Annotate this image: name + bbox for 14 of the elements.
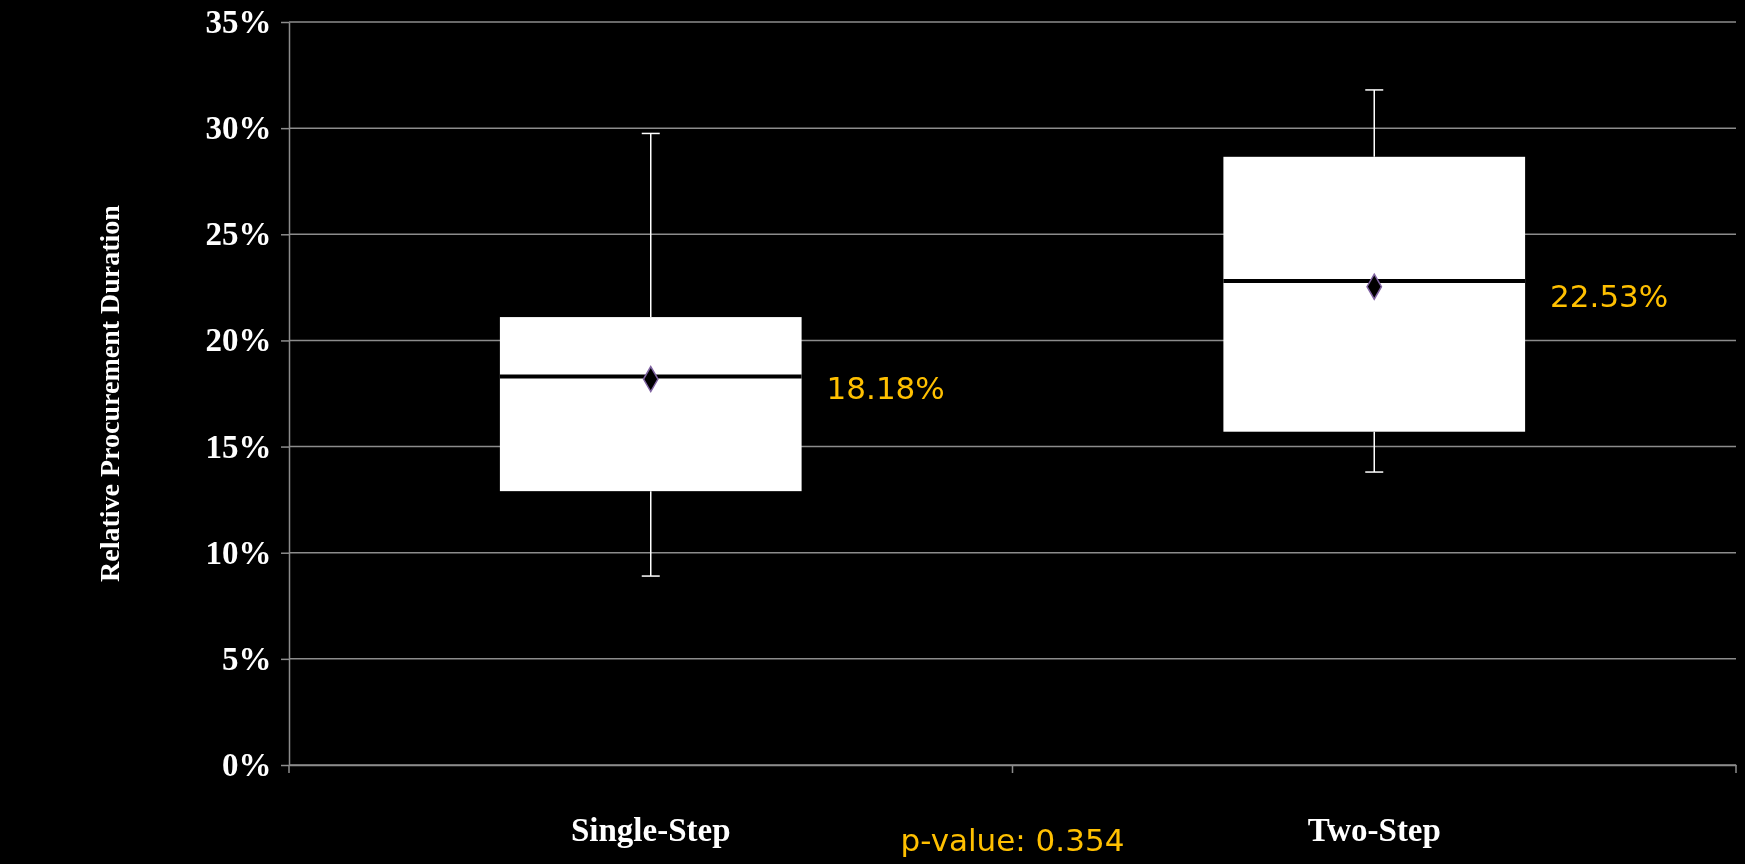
annotation: 18.18%: [826, 370, 945, 407]
y-tick-label: 35%: [205, 4, 272, 41]
y-tick-label: 10%: [205, 534, 272, 571]
y-axis-title: Relative Procurement Duration: [93, 204, 125, 582]
y-tick-label: 5%: [221, 640, 272, 677]
text: p-value: 0.354: [900, 822, 1125, 858]
y-tick-label: 15%: [205, 428, 272, 465]
annotation: 22.53%: [1550, 277, 1669, 314]
y-tick-label: 25%: [205, 216, 272, 253]
x-tick-label: Two-Step: [1307, 811, 1441, 848]
y-tick-label: 30%: [205, 110, 272, 147]
y-tick-label: 0%: [221, 747, 272, 784]
y-tick-label: 20%: [205, 322, 272, 359]
x-tick-label: Single-Step: [570, 811, 731, 848]
